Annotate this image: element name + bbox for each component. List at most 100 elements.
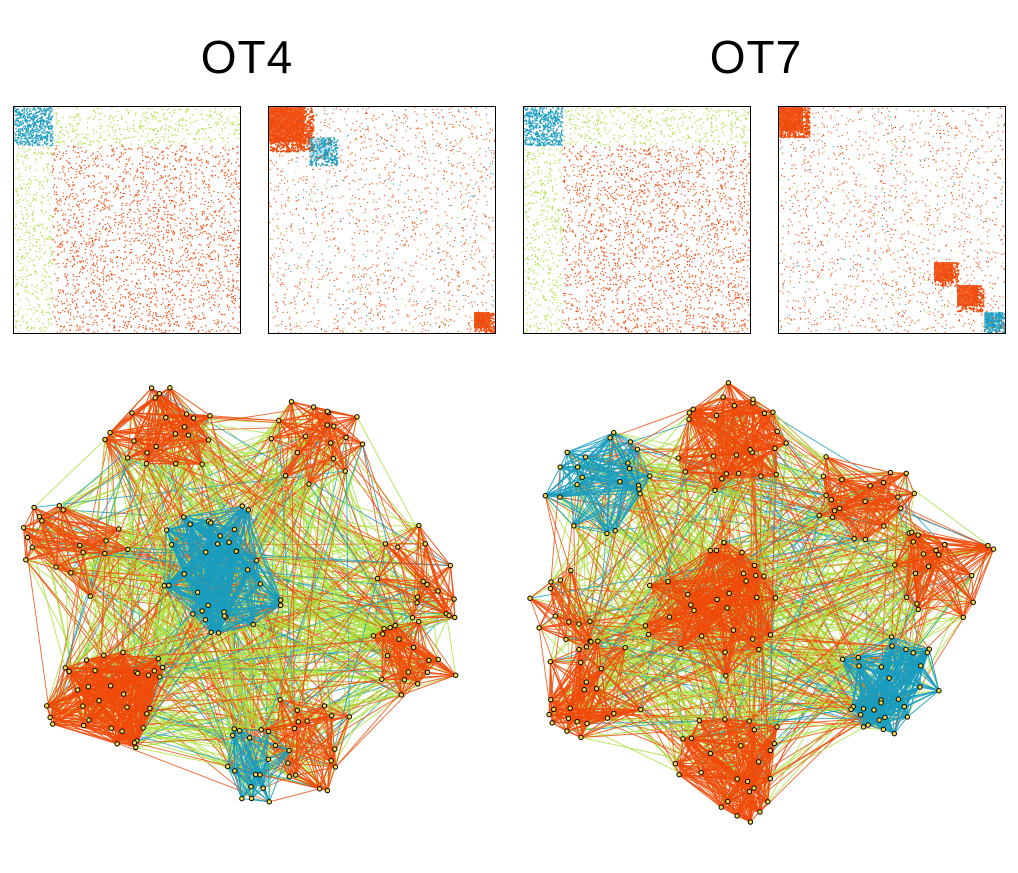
- network-node: [374, 575, 381, 582]
- network-node: [761, 410, 768, 416]
- network-node: [395, 544, 401, 550]
- network-node: [131, 438, 137, 444]
- network-node: [636, 486, 642, 492]
- network-node: [77, 542, 83, 549]
- network-node: [231, 526, 238, 533]
- network-node: [551, 706, 557, 713]
- network-node: [276, 417, 282, 424]
- network-node: [291, 725, 298, 732]
- network-node: [686, 416, 692, 422]
- network-node: [125, 546, 131, 553]
- network-node: [856, 663, 862, 669]
- network-node: [316, 786, 323, 792]
- network-node: [231, 726, 237, 732]
- network-node: [675, 455, 681, 461]
- network-node: [225, 763, 231, 770]
- network-node: [677, 645, 684, 652]
- network-node: [257, 581, 264, 587]
- network-node: [108, 725, 115, 731]
- network-node: [746, 718, 752, 724]
- network-node: [626, 465, 633, 472]
- network-node: [688, 735, 695, 742]
- network-node: [731, 403, 738, 409]
- network-node: [552, 613, 559, 619]
- network-node: [855, 654, 861, 661]
- network-node: [414, 600, 420, 606]
- network-node: [756, 759, 762, 765]
- network-node: [226, 539, 232, 546]
- network-node: [217, 533, 223, 539]
- network-node: [161, 583, 167, 589]
- network-node: [221, 613, 228, 619]
- network-node: [379, 676, 385, 682]
- network-node: [452, 614, 458, 621]
- network-node: [898, 505, 904, 511]
- network-node: [147, 705, 153, 712]
- adjacency-matrix-ot7-b: [778, 106, 1006, 334]
- network-node: [696, 717, 703, 724]
- network-node: [31, 504, 37, 511]
- network-node: [424, 669, 431, 675]
- network-node: [80, 549, 86, 556]
- network-node: [734, 776, 740, 782]
- network-node: [871, 707, 877, 713]
- network-node: [245, 567, 251, 573]
- network-node: [451, 596, 457, 602]
- network-node: [199, 608, 205, 614]
- network-node: [398, 692, 405, 698]
- network-node: [903, 646, 909, 653]
- network-node: [248, 795, 255, 802]
- network-node: [185, 432, 192, 438]
- network-node: [167, 385, 173, 391]
- network-node: [380, 631, 386, 637]
- network-node: [730, 627, 737, 633]
- network-node: [187, 521, 193, 527]
- network-node: [882, 714, 888, 721]
- network-node: [917, 684, 923, 690]
- network-node: [277, 697, 283, 703]
- network-node: [912, 570, 919, 577]
- network-node: [723, 673, 729, 679]
- network-node: [686, 410, 693, 416]
- network-node: [101, 652, 107, 659]
- network-node: [286, 747, 292, 754]
- network-node: [199, 461, 205, 467]
- network-node: [583, 679, 590, 685]
- network-node: [582, 454, 589, 460]
- network-node: [698, 769, 704, 776]
- network-node: [120, 649, 126, 656]
- network-node: [829, 514, 836, 521]
- network-node: [233, 548, 239, 554]
- network-node: [50, 721, 56, 727]
- network-node: [96, 697, 102, 704]
- network-node: [682, 469, 688, 475]
- network-node: [910, 650, 916, 656]
- network-node: [743, 578, 749, 584]
- network-node: [783, 440, 789, 446]
- network-node: [878, 664, 885, 670]
- network-node: [726, 590, 732, 597]
- network-node: [203, 549, 209, 555]
- network-node: [324, 408, 331, 415]
- network-node: [409, 615, 416, 621]
- network-node: [891, 730, 898, 737]
- network-node: [86, 717, 92, 723]
- network-node: [831, 508, 838, 514]
- network-node: [258, 727, 264, 733]
- network-node: [936, 688, 942, 694]
- network-node: [574, 464, 581, 470]
- network-node: [208, 520, 214, 526]
- network-node: [536, 625, 542, 631]
- network-node: [426, 657, 432, 663]
- network-node: [557, 494, 563, 500]
- network-node: [172, 460, 179, 467]
- network-node: [718, 804, 724, 810]
- network-node: [272, 742, 279, 749]
- adjacency-matrix-ot4-b: [268, 106, 496, 334]
- network-node: [920, 551, 927, 557]
- network-node: [642, 623, 649, 629]
- network-node: [381, 625, 387, 632]
- network-node: [163, 527, 170, 533]
- network-node: [915, 532, 921, 538]
- network-node: [346, 714, 353, 720]
